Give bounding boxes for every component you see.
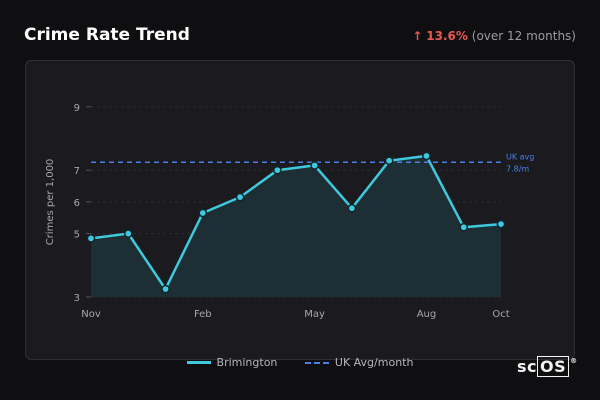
- reference-label: UK avg: [506, 152, 534, 161]
- x-tick-label: Oct: [492, 309, 509, 320]
- x-tick-label: May: [304, 309, 325, 320]
- legend-line-swatch: [186, 361, 211, 364]
- change-indicator: ↑ 13.6% (over 12 months): [412, 29, 576, 43]
- data-point: [123, 229, 133, 238]
- y-tick-label: 9: [74, 103, 80, 114]
- data-point: [310, 161, 319, 170]
- legend-item-reference[interactable]: UK Avg/month: [304, 355, 414, 369]
- data-point: [161, 284, 170, 294]
- series-area: [91, 155, 501, 297]
- data-point: [496, 219, 506, 229]
- legend-series-label: Brimington: [216, 355, 278, 369]
- legend-reference-label: UK Avg/month: [334, 355, 414, 369]
- data-point: [235, 192, 245, 202]
- data-point: [422, 151, 431, 161]
- x-tick-label: Nov: [81, 309, 101, 320]
- data-point: [86, 234, 96, 243]
- chart-title: Crime Rate Trend: [24, 25, 190, 45]
- data-point: [273, 165, 282, 175]
- y-tick-label: 5: [74, 230, 80, 241]
- change-percent: 13.6%: [426, 29, 468, 43]
- series-line: [90, 154, 502, 291]
- data-point: [459, 222, 469, 232]
- y-axis-label: Crimes per 1,000: [45, 159, 56, 246]
- reference-value-label: 7.8/m: [506, 164, 529, 173]
- x-tick-label: Feb: [194, 309, 212, 320]
- change-period: (over 12 months): [471, 29, 576, 43]
- data-point: [198, 208, 208, 218]
- y-tick-label: 3: [74, 293, 80, 304]
- legend-dashed-swatch: [304, 361, 329, 364]
- legend-item-series[interactable]: Brimington: [186, 355, 278, 369]
- x-tick-label: Aug: [417, 309, 437, 320]
- data-point: [347, 203, 357, 213]
- scos-logo: sc OS ®: [517, 356, 578, 377]
- y-tick-label: 7: [74, 166, 80, 177]
- trend-up-icon: ↑: [412, 29, 423, 43]
- legend: Brimington UK Avg/month: [0, 355, 600, 369]
- y-tick-label: 6: [74, 198, 80, 209]
- data-point: [384, 156, 394, 166]
